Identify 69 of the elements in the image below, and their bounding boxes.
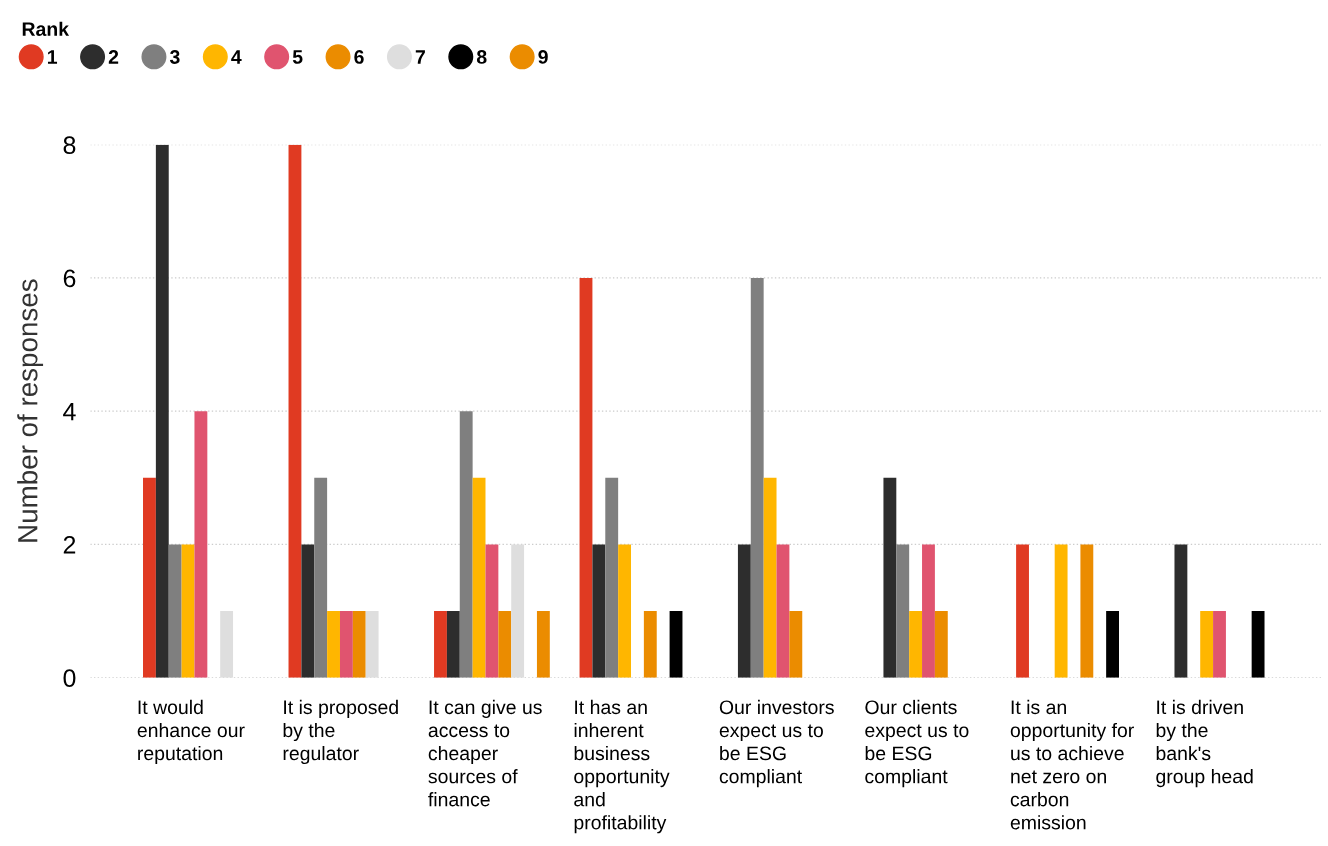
y-tick-label: 2 xyxy=(63,536,76,554)
bar xyxy=(1251,611,1265,678)
legend-label: 9 xyxy=(538,50,548,64)
bar xyxy=(618,544,632,678)
x-tick-label: Our investors expect us to be ESG compliant xyxy=(719,699,834,788)
bar xyxy=(896,544,910,678)
bar xyxy=(536,611,550,678)
bar xyxy=(352,611,366,678)
bar xyxy=(288,144,302,678)
legend-label: 2 xyxy=(108,50,119,64)
bar xyxy=(737,544,751,678)
bar xyxy=(789,611,803,678)
bar xyxy=(750,277,764,678)
bar xyxy=(1054,544,1068,678)
bar xyxy=(339,611,353,678)
x-tick-label: It would enhance our reputation xyxy=(137,699,245,765)
legend-label: 3 xyxy=(169,50,180,64)
bar xyxy=(1016,544,1029,678)
bar xyxy=(579,277,593,678)
x-tick-label: It has an inherent business opportunity and profitability xyxy=(574,699,670,834)
bar xyxy=(511,544,525,678)
bar xyxy=(194,411,208,678)
bar xyxy=(472,477,486,678)
x-tick-label: It is proposed by the regulator xyxy=(283,699,398,765)
x-tick-label: Our clients expect us to be ESG compliant xyxy=(865,699,969,788)
bar xyxy=(763,477,777,678)
x-tick-label: It is an opportunity for us to achieve net zero on carbon emission xyxy=(1010,699,1134,830)
bar xyxy=(459,411,473,678)
bar xyxy=(365,611,379,678)
bar xyxy=(1200,611,1214,678)
bar xyxy=(434,611,447,678)
bar xyxy=(605,477,619,678)
legend-label: 4 xyxy=(231,50,242,64)
bar xyxy=(327,611,340,678)
bar xyxy=(934,611,948,678)
bar xyxy=(1213,611,1226,678)
y-tick-label: 6 xyxy=(63,269,76,288)
bar xyxy=(143,477,156,678)
bar xyxy=(643,611,657,678)
bar xyxy=(1106,611,1120,678)
bar xyxy=(776,544,790,678)
y-axis-title: Number of responses xyxy=(17,279,44,542)
x-tick-label: It can give us access to cheaper sources of finance xyxy=(428,699,542,807)
bar xyxy=(922,544,935,678)
bar xyxy=(314,477,328,678)
bar xyxy=(485,544,499,678)
bar xyxy=(592,544,606,678)
bar xyxy=(220,611,234,678)
bar xyxy=(301,544,315,678)
bar xyxy=(1174,544,1188,678)
y-tick-label: 8 xyxy=(63,136,76,154)
legend-label: 6 xyxy=(354,50,364,64)
legend-label: 5 xyxy=(292,50,303,64)
legend-label: 7 xyxy=(415,50,425,64)
x-tick-label: It is driven by the bank's group head xyxy=(1156,699,1253,788)
bar xyxy=(155,144,169,678)
y-tick-label: 0 xyxy=(63,669,76,687)
bar xyxy=(883,477,897,678)
bar xyxy=(181,544,195,678)
legend-label: 8 xyxy=(476,50,487,64)
bar xyxy=(446,611,460,678)
y-tick-label: 4 xyxy=(63,403,76,421)
bar xyxy=(909,611,923,678)
bar xyxy=(1080,544,1094,678)
bar xyxy=(168,544,182,678)
bar xyxy=(669,611,683,678)
legend-label: 1 xyxy=(47,50,58,64)
legend-title: Rank xyxy=(22,21,70,37)
bar xyxy=(498,611,512,678)
